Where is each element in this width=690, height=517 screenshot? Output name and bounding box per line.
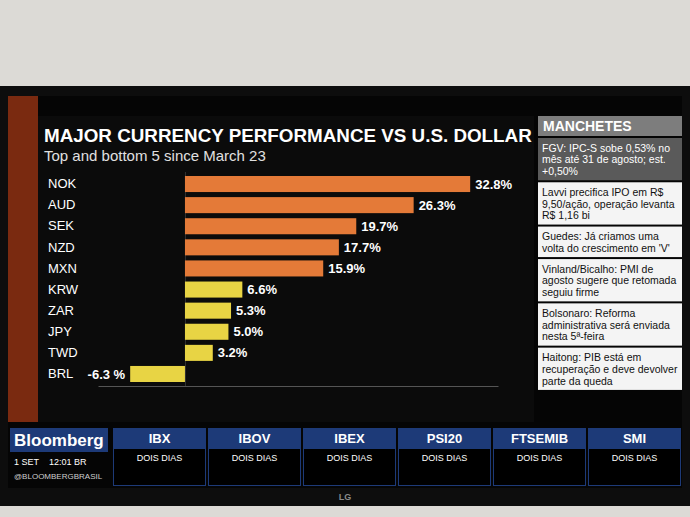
headlines: FGV: IPC-S sobe 0,53% nomês até 31 de ag… — [538, 138, 682, 390]
y-tick: BRL — [48, 366, 73, 381]
index-name: IBX — [149, 431, 171, 446]
x-axis-line — [99, 386, 499, 387]
brand-box — [10, 428, 108, 452]
index-body-bg — [114, 449, 206, 486]
index-body-bg — [494, 449, 586, 486]
data-label: -6.3 % — [88, 367, 126, 382]
data-label: 32.8% — [475, 177, 512, 192]
headline-bg — [538, 348, 682, 390]
bar — [185, 218, 356, 234]
headline: Guedes: Já criamos umavolta do crescimen… — [542, 230, 670, 254]
y-tick: NZD — [48, 240, 75, 255]
data-label: 3.2% — [218, 345, 248, 360]
y-tick: NOK — [48, 176, 77, 191]
bar — [185, 282, 242, 298]
index-body-bg — [589, 449, 681, 486]
headline-bg — [538, 182, 682, 224]
handle: @BLOOMBERGBRASIL — [14, 472, 103, 481]
headlines-title: MANCHETES — [543, 118, 632, 134]
y-tick: MXN — [48, 261, 77, 276]
index-name: IBOV — [239, 431, 271, 446]
category-label: NOK — [48, 176, 77, 191]
bar — [130, 366, 185, 382]
index-name: IBEX — [334, 431, 365, 446]
date: 1 SET — [14, 457, 40, 467]
bar — [185, 197, 414, 213]
data-label: 19.7% — [361, 219, 398, 234]
index-period: DOIS DIAS — [517, 453, 563, 463]
category-label: BRL — [48, 366, 73, 381]
index-body-bg — [304, 449, 396, 486]
chart-panel — [38, 116, 534, 422]
category-label: ZAR — [48, 303, 74, 318]
headline: FGV: IPC-S sobe 0,53% nomês até 31 de ag… — [542, 142, 670, 178]
bar — [185, 239, 339, 255]
page: MAJOR CURRENCY PERFORMANCE VS U.S. DOLLA… — [0, 0, 690, 517]
y-tick: ZAR — [48, 303, 74, 318]
y-tick: JPY — [48, 324, 72, 339]
screen-stripe — [8, 96, 38, 422]
index-name: FTSEMIB — [511, 431, 568, 446]
category-label: SEK — [48, 218, 74, 233]
index-period: DOIS DIAS — [612, 453, 658, 463]
y-tick: SEK — [48, 218, 74, 233]
bar — [185, 324, 228, 340]
category-label: KRW — [48, 282, 79, 297]
tv-bezel — [0, 86, 690, 506]
headline: Bolsonaro: Reformaadministrativa será en… — [542, 307, 670, 343]
category-label: TWD — [48, 345, 78, 360]
data-label: 26.3% — [419, 198, 456, 213]
index-header-bg — [303, 428, 396, 448]
data-label: 5.3% — [236, 303, 266, 318]
category-label: NZD — [48, 240, 75, 255]
data-label: 17.7% — [344, 240, 381, 255]
category-label: JPY — [48, 324, 72, 339]
data-labels: 32.8% 26.3% 19.7% 17.7% 15.9% 6.6% 5.3% 5.0% 3.2… — [88, 177, 513, 382]
y-axis: NOK AUD SEK NZD MXN KRW ZAR JPY TWD BRL — [48, 176, 79, 381]
index-header-bg — [588, 428, 681, 448]
index-header-bg — [113, 428, 206, 448]
wall — [0, 0, 690, 517]
headlines-header-bg — [538, 116, 682, 136]
category-label: MXN — [48, 261, 77, 276]
index-header-bg — [493, 428, 586, 448]
tv-brand: LG — [339, 492, 352, 502]
time: 12:01 BR — [49, 457, 87, 467]
index-period: DOIS DIAS — [232, 453, 278, 463]
headline-bg — [538, 259, 682, 301]
index-period: DOIS DIAS — [137, 453, 183, 463]
index-period: DOIS DIAS — [327, 453, 373, 463]
index-name: SMI — [623, 431, 646, 446]
chart-subtitle: Top and bottom 5 since March 23 — [44, 147, 266, 164]
category-label: AUD — [48, 197, 75, 212]
y-tick: KRW — [48, 282, 79, 297]
brand: Bloomberg — [14, 431, 104, 450]
bars — [130, 176, 470, 382]
index-name: PSI20 — [427, 431, 462, 446]
data-label: 15.9% — [328, 261, 365, 276]
headline: Haitong: PIB está emrecuperação e deve d… — [542, 351, 678, 387]
index-header-bg — [208, 428, 301, 448]
bar — [185, 303, 231, 319]
data-label: 6.6% — [247, 282, 277, 297]
chart-title: MAJOR CURRENCY PERFORMANCE VS U.S. DOLLA… — [44, 125, 532, 146]
index-body-bg — [399, 449, 491, 486]
bar — [185, 345, 213, 361]
x-axis — [99, 172, 499, 387]
bar — [185, 260, 323, 276]
index-period: DOIS DIAS — [422, 453, 468, 463]
y-tick: TWD — [48, 345, 78, 360]
index-body-bg — [209, 449, 301, 486]
headline: Lavvi precifica IPO em R$9,50/ação, oper… — [542, 186, 675, 222]
headline: Vinland/Bicalho: PMI deagosto sugere que… — [542, 263, 676, 299]
index-header-bg — [398, 428, 491, 448]
headline-bg — [538, 138, 682, 180]
screen — [8, 96, 682, 488]
bar — [185, 176, 470, 192]
headline-bg — [538, 303, 682, 345]
y-tick: AUD — [48, 197, 75, 212]
data-label: 5.0% — [233, 324, 263, 339]
headline-bg — [538, 227, 682, 258]
